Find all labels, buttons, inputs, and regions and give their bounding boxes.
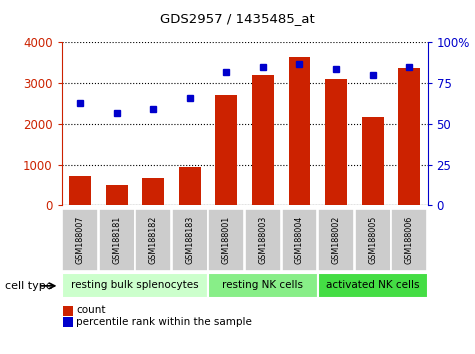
Bar [398,68,420,205]
Text: GSM188003: GSM188003 [258,216,267,264]
Bar [318,209,354,271]
Bar [179,167,201,205]
Bar [282,209,317,271]
Bar [99,209,134,271]
Bar [135,209,171,271]
Text: resting bulk splenocytes: resting bulk splenocytes [71,280,199,290]
Bar [208,273,318,298]
Text: GSM188182: GSM188182 [149,216,158,264]
Bar [245,209,281,271]
Text: GSM188005: GSM188005 [368,216,377,264]
Bar [69,176,91,205]
Bar [325,79,347,205]
Bar [142,178,164,205]
Bar [252,75,274,205]
Text: percentile rank within the sample: percentile rank within the sample [76,317,252,327]
Text: GSM188181: GSM188181 [112,216,121,264]
Bar [172,209,208,271]
Bar [63,317,73,327]
Text: GSM188001: GSM188001 [222,216,231,264]
Bar [361,116,384,205]
Text: activated NK cells: activated NK cells [326,280,419,290]
Bar [288,57,311,205]
Bar [355,209,390,271]
Bar [62,209,98,271]
Bar [318,273,428,298]
Text: GSM188183: GSM188183 [185,216,194,264]
Bar [63,306,73,316]
Bar [391,209,427,271]
Text: GSM188004: GSM188004 [295,216,304,264]
Text: count: count [76,305,105,315]
Bar [215,96,238,205]
Text: GSM188006: GSM188006 [405,216,414,264]
Bar [62,273,208,298]
Bar [105,184,128,205]
Bar [209,209,244,271]
Text: resting NK cells: resting NK cells [222,280,304,290]
Text: GSM188002: GSM188002 [332,216,341,264]
Text: cell type: cell type [5,281,52,291]
Text: GDS2957 / 1435485_at: GDS2957 / 1435485_at [160,12,315,25]
Text: GSM188007: GSM188007 [76,216,85,264]
